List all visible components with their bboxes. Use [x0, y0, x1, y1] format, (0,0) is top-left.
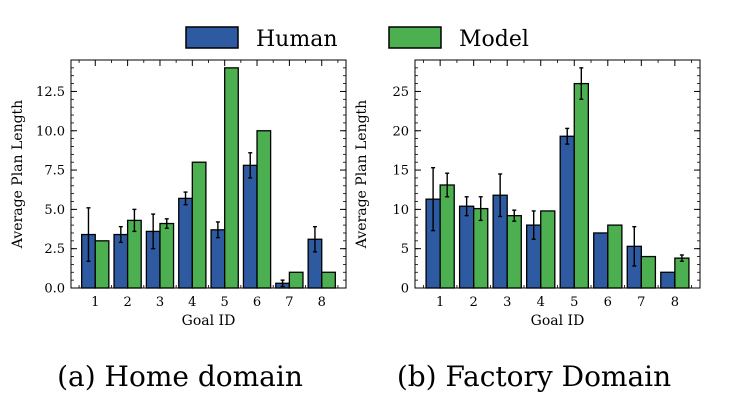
x-tick-label: 2	[123, 295, 131, 310]
error-bar-human-goal-5	[215, 221, 220, 239]
bar-human-goal-5	[210, 229, 226, 289]
x-tick-label: 4	[537, 295, 545, 310]
x-tick-label: 1	[436, 295, 444, 310]
y-tick-label: 12.5	[36, 85, 65, 100]
error-bar-model-goal-5	[579, 67, 584, 101]
legend-swatch-model	[388, 26, 442, 49]
y-tick-label: 10.0	[36, 124, 65, 139]
y-tick-label: 5.0	[44, 203, 65, 218]
error-bar-model-goal-3	[512, 209, 517, 222]
plot-frame	[414, 59, 701, 289]
bar-model-goal-6	[256, 130, 272, 289]
x-tick-label: 2	[470, 295, 478, 310]
y-tick-label: 10	[392, 203, 409, 218]
legend-label-human: Human	[256, 27, 338, 52]
y-tick-label: 20	[392, 124, 409, 139]
bar-human-goal-8	[660, 271, 676, 289]
chart-caption: (b) Factory Domain	[397, 360, 671, 393]
error-bar-human-goal-4	[531, 210, 536, 240]
home-domain-chart: 0.0 2.5 5.0 7.5 10.0 12.5 1 2 3 4 5 6 7 8 Goal ID Avera…	[10, 59, 347, 393]
error-bar-human-goal-7	[632, 225, 637, 267]
error-bar-human-goal-1	[431, 167, 436, 232]
bar-model-goal-4	[191, 161, 207, 289]
y-tick-label: 25	[392, 85, 409, 100]
error-bar-model-goal-8	[679, 254, 684, 262]
y-tick-label: 7.5	[44, 164, 65, 179]
bar-model-goal-3	[506, 215, 522, 289]
error-bar-human-goal-4	[183, 191, 188, 206]
y-axis-label: Average Plan Length	[10, 100, 26, 249]
x-tick-label: 8	[671, 295, 679, 310]
x-tick-label: 3	[156, 295, 164, 310]
x-tick-label: 7	[285, 295, 293, 310]
bar-model-goal-3	[159, 222, 175, 289]
bar-model-goal-5	[224, 67, 239, 289]
y-tick-label: 0.0	[44, 282, 65, 297]
error-bar-human-goal-2	[464, 196, 469, 217]
y-axis-label: Average Plan Length	[354, 100, 370, 249]
x-tick-label: 5	[221, 295, 229, 310]
x-tick-label: 6	[604, 295, 612, 310]
x-tick-label: 1	[91, 295, 99, 310]
error-bar-model-goal-3	[164, 218, 169, 229]
x-tick-label: 8	[318, 295, 326, 310]
plot-frame	[70, 59, 347, 289]
bar-model-goal-8	[321, 271, 336, 289]
legend-swatch-human	[185, 26, 239, 49]
error-bar-human-goal-3	[151, 213, 156, 250]
x-axis-label: Goal ID	[182, 313, 236, 329]
error-bar-human-goal-7	[280, 279, 285, 288]
error-bar-human-goal-5	[565, 127, 570, 145]
bar-model-goal-1	[94, 240, 110, 289]
bar-model-goal-1	[439, 184, 455, 289]
x-tick-label: 3	[503, 295, 511, 310]
bar-human-goal-6	[242, 164, 258, 289]
x-axis-label: Goal ID	[531, 313, 585, 329]
error-bar-human-goal-1	[86, 207, 91, 262]
error-bar-model-goal-1	[445, 172, 450, 198]
legend-label-model: Model	[459, 27, 529, 52]
chart-caption: (a) Home domain	[57, 360, 303, 393]
legend: Human Model	[185, 26, 529, 52]
y-tick-label: 2.5	[44, 242, 65, 257]
x-tick-label: 6	[253, 295, 261, 310]
bar-model-goal-5	[573, 82, 589, 289]
bar-model-goal-7	[288, 271, 304, 289]
error-bar-human-goal-6	[248, 152, 253, 179]
factory-domain-chart: 0 5 10 15 20 25 1 2 3 4 5 6 7 8 Goal ID Average Plan Le…	[354, 59, 701, 393]
error-bar-model-goal-2	[132, 208, 137, 233]
y-tick-label: 0	[401, 282, 409, 297]
bar-model-goal-6	[607, 224, 623, 289]
bar-model-goal-7	[640, 255, 657, 289]
error-bar-human-goal-8	[312, 225, 317, 253]
y-tick-label: 5	[401, 242, 409, 257]
x-tick-label: 7	[637, 295, 645, 310]
error-bar-human-goal-3	[498, 173, 503, 218]
bar-human-goal-4	[178, 197, 193, 289]
bar-model-goal-4	[540, 210, 556, 289]
x-tick-label: 4	[188, 295, 196, 310]
bar-model-goal-8	[674, 257, 690, 289]
bar-human-goal-6	[593, 232, 609, 289]
x-tick-label: 5	[570, 295, 578, 310]
error-bar-model-goal-2	[478, 196, 483, 222]
bar-human-goal-5	[559, 135, 575, 289]
bar-human-goal-2	[458, 205, 475, 289]
y-tick-label: 15	[392, 164, 409, 179]
error-bar-human-goal-2	[118, 225, 123, 244]
